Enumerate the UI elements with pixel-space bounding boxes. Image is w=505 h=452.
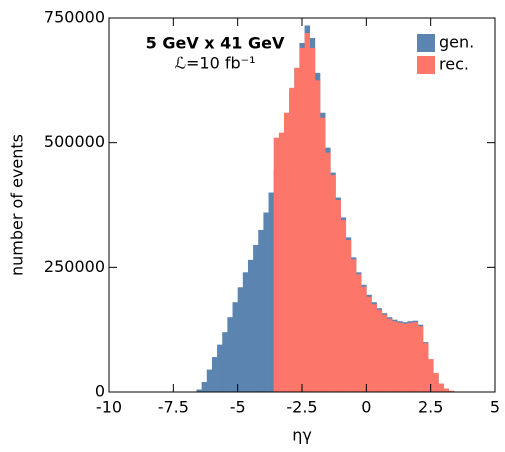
annotation: 5 GeV x 41 GeV xyxy=(146,34,285,53)
bar xyxy=(351,259,356,392)
bar xyxy=(356,274,361,392)
bar xyxy=(202,382,207,392)
bar xyxy=(361,287,366,392)
y-axis-label: number of events xyxy=(8,134,27,276)
bar xyxy=(258,230,263,392)
y-tick-label: 500000 xyxy=(44,132,105,151)
bar xyxy=(408,323,413,392)
legend-swatch xyxy=(417,34,435,52)
legend-label: gen. xyxy=(439,33,474,52)
bar xyxy=(238,287,243,392)
bar xyxy=(418,326,423,392)
x-tick-label: -5 xyxy=(230,398,246,417)
bar xyxy=(217,345,222,392)
x-tick-label: 5 xyxy=(490,398,500,417)
bar xyxy=(444,389,449,392)
bar xyxy=(392,321,397,392)
bar xyxy=(335,200,340,392)
bar xyxy=(315,80,320,392)
x-axis-label: ηγ xyxy=(292,426,312,445)
bar xyxy=(320,118,325,392)
bar xyxy=(233,302,238,392)
annotation: ℒ=10 fb⁻¹ xyxy=(174,54,255,73)
x-tick-label: 0 xyxy=(361,398,371,417)
bar xyxy=(377,310,382,392)
bar xyxy=(330,175,335,392)
bar xyxy=(222,332,227,392)
bar xyxy=(346,240,351,392)
x-tick-label: 2.5 xyxy=(418,398,443,417)
bar xyxy=(289,88,294,392)
bar xyxy=(305,33,310,392)
bar xyxy=(279,133,284,392)
bar xyxy=(284,113,289,392)
y-tick-label: 750000 xyxy=(44,8,105,27)
bar xyxy=(382,315,387,392)
bar xyxy=(438,384,443,392)
bar xyxy=(366,297,371,392)
bar xyxy=(325,153,330,392)
bar xyxy=(263,212,268,392)
bar xyxy=(341,220,346,392)
bar xyxy=(397,323,402,392)
bar xyxy=(212,357,217,392)
bar xyxy=(433,373,438,392)
bar xyxy=(423,343,428,392)
bar xyxy=(269,193,274,392)
legend-swatch xyxy=(417,56,435,74)
x-tick-label: -2.5 xyxy=(286,398,317,417)
bar xyxy=(243,272,248,392)
x-tick-label: -7.5 xyxy=(158,398,189,417)
bar xyxy=(294,68,299,392)
bar xyxy=(248,260,253,392)
bar xyxy=(207,370,212,392)
bar xyxy=(371,304,376,392)
y-tick-label: 250000 xyxy=(44,257,105,276)
bar xyxy=(387,319,392,392)
bar xyxy=(253,245,258,392)
legend-label: rec. xyxy=(439,55,469,74)
bar xyxy=(310,48,315,392)
bar xyxy=(299,48,304,392)
bar xyxy=(413,322,418,392)
bar xyxy=(274,138,279,392)
bar xyxy=(402,324,407,392)
bar xyxy=(227,317,232,392)
y-tick-label: 0 xyxy=(95,382,105,401)
